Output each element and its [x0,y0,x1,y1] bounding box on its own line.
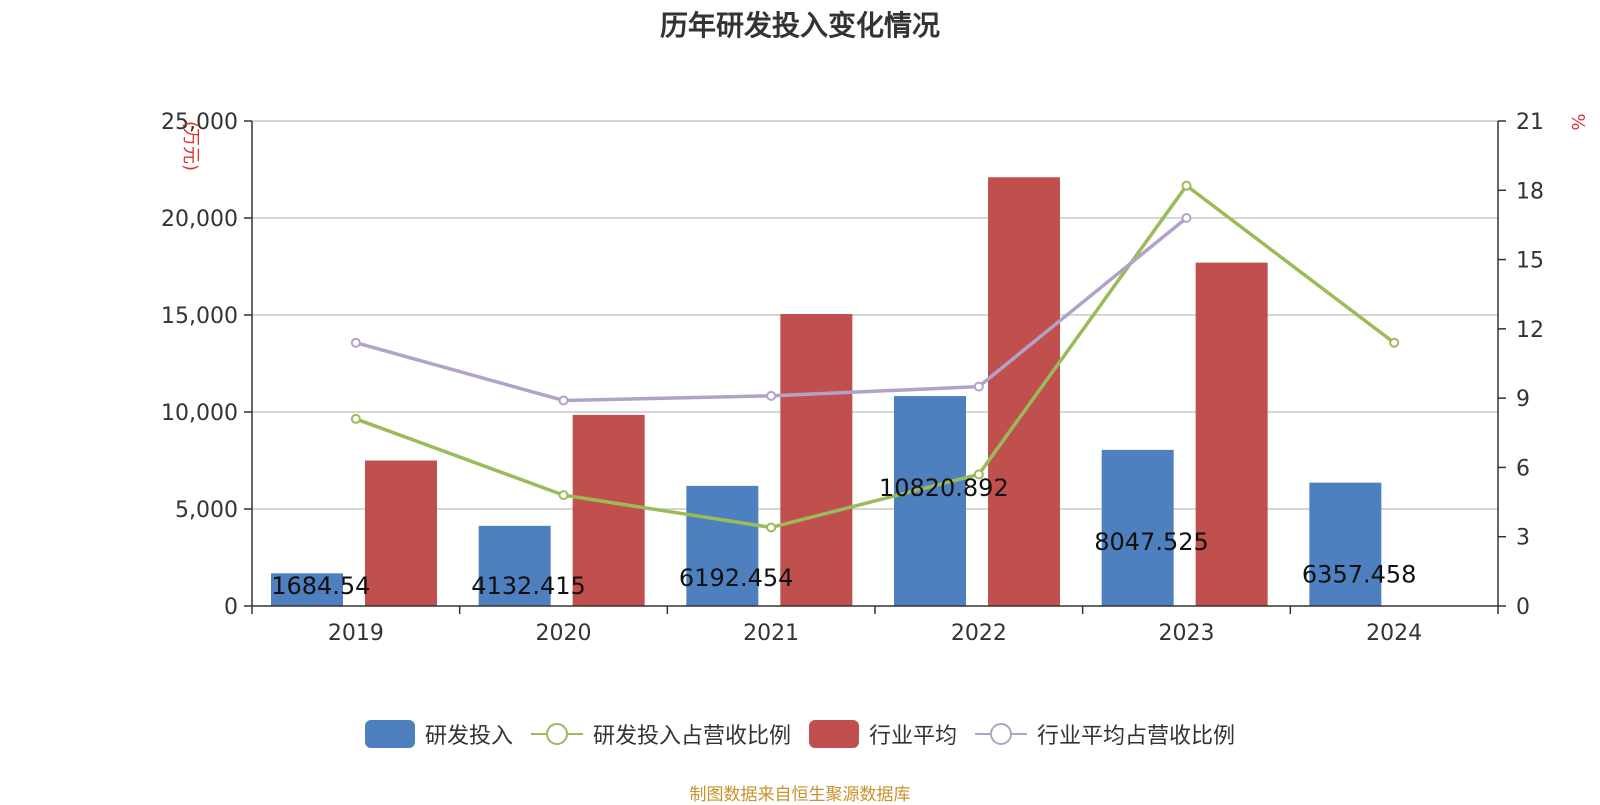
legend-item-rd-ratio[interactable]: 研发投入占营收比例 [530,718,791,750]
bar-industry-average [780,314,853,606]
point-industry-ratio [558,395,569,406]
data-label-rd-investment: 6357.458 [1302,561,1417,589]
legend-item-industry-average[interactable]: 行业平均 [809,718,957,750]
point-industry-ratio [973,381,984,392]
x-axis-tick-label: 2024 [1366,621,1422,646]
bar-rd-investment [1101,449,1174,606]
right-axis-tick-label: 12 [1516,318,1544,343]
right-axis-tick-label: 9 [1516,387,1530,412]
x-axis-tick-label: 2021 [743,621,799,646]
axes: 0 5,000 10,000 15,000 20,000 25,000 0 3 6 9 12 15 18… [161,110,1588,646]
point-rd-ratio [766,522,777,533]
legend-label-industry-average: 行业平均 [869,724,958,749]
x-axis-tick-label: 2023 [1159,621,1215,646]
legend-label-industry-ratio: 行业平均占营收比例 [1037,724,1236,749]
point-industry-ratio [1181,213,1192,223]
legend-swatch-industry-ratio [975,723,1028,745]
x-axis-tick-label: 2019 [328,621,384,646]
right-axis-tick-label: 15 [1516,249,1544,274]
left-axis-tick-label: 5,000 [175,498,238,523]
data-label-rd-investment: 10820.892 [879,474,1009,502]
point-industry-ratio [766,390,777,401]
legend: 研发投入 研发投入占营收比例 行业平均 行业平均占营收比例 [0,718,1600,750]
x-axis-tick-label: 2022 [951,621,1007,646]
data-labels: 1684.54 4132.415 6192.454 10820.892 8047.525… [271,474,1416,600]
left-axis-tick-label: 10,000 [161,401,238,426]
legend-item-industry-ratio[interactable]: 行业平均占营收比例 [975,718,1235,750]
chart-title: 历年研发投入变化情况 [659,9,940,42]
right-axis-tick-label: 6 [1516,456,1530,481]
right-axis-tick-label: 18 [1516,179,1544,204]
right-axis-tick-label: 21 [1516,110,1544,135]
right-axis-unit-label: % [1567,113,1588,130]
right-axis-tick-label: 3 [1516,526,1530,551]
right-axis-tick-label: 0 [1516,595,1530,620]
legend-label-rd-investment: 研发投入 [424,724,513,749]
left-axis-tick-label: 15,000 [161,304,238,329]
legend-swatch-rd-investment [364,720,415,748]
line-layer [350,180,1400,533]
data-label-rd-investment: 8047.525 [1094,528,1209,556]
bar-rd-investment [478,525,551,606]
left-axis-unit-label: (万元) [180,121,201,171]
legend-swatch-industry-average [809,720,859,748]
line-rd-ratio [355,183,1396,530]
data-label-rd-investment: 6192.454 [679,564,794,592]
data-label-rd-investment: 4132.415 [471,572,586,600]
x-axis-tick-label: 2020 [536,621,592,646]
bar-industry-average [988,177,1060,606]
legend-label-rd-ratio: 研发投入占营收比例 [592,724,791,749]
bar-rd-investment [1309,482,1382,606]
left-axis-tick-label: 25,000 [161,110,238,135]
point-industry-ratio [350,337,361,348]
point-rd-ratio [973,469,984,480]
point-rd-ratio [558,490,569,501]
bar-industry-average [1195,262,1268,606]
point-rd-ratio [350,413,361,424]
bar-rd-investment [894,396,966,606]
legend-item-rd-investment[interactable]: 研发投入 [364,718,513,750]
left-axis-tick-label: 0 [224,595,238,620]
bar-layer [271,177,1382,606]
grid-lines [252,120,1498,510]
line-industry-ratio [355,216,1188,403]
bar-industry-average [365,460,437,606]
bar-rd-investment [686,485,759,606]
source-note: 制图数据来自恒生聚源数据库 [689,785,911,805]
left-axis-tick-label: 20,000 [161,207,238,232]
data-label-rd-investment: 1684.54 [271,572,370,600]
point-rd-ratio [1181,180,1192,191]
point-rd-ratio [1389,337,1400,348]
bar-rd-investment [271,573,343,606]
bar-industry-average [572,414,645,606]
legend-swatch-rd-ratio [530,723,583,745]
